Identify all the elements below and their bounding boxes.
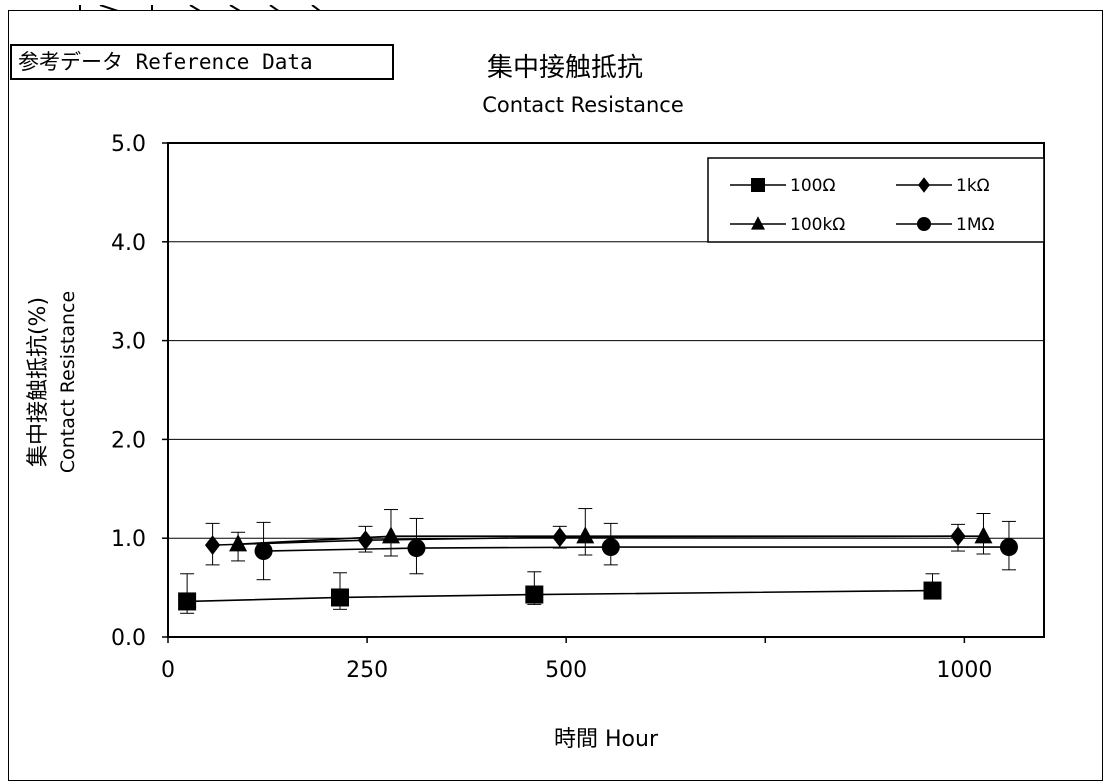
legend-marker <box>751 178 765 192</box>
data-point <box>974 526 993 544</box>
legend-label: 1kΩ <box>956 176 990 196</box>
y-axis-ticks: 0.0 1.0 2.0 3.0 4.0 5.0 <box>111 132 168 651</box>
series-circle <box>254 517 1018 581</box>
clipped-strokes <box>79 4 321 10</box>
gridlines <box>168 241 1044 539</box>
legend-label: 100Ω <box>790 176 835 196</box>
series-line <box>238 535 984 545</box>
legend-marker <box>917 217 931 231</box>
y-tick-label: 1.0 <box>111 527 146 552</box>
y-tick-label: 5.0 <box>111 132 146 157</box>
reference-data-badge: 参考データ Reference Data <box>10 44 394 80</box>
x-tick-label: 0 <box>161 658 175 683</box>
top-clipped-text <box>60 0 360 10</box>
legend-label: 1MΩ <box>956 215 994 235</box>
y-axis-title-english: Contact Resistance <box>57 291 79 473</box>
data-point <box>407 539 426 558</box>
y-tick-label: 3.0 <box>111 330 146 355</box>
series-diamond <box>204 522 966 566</box>
x-axis-ticks: 0 250 500 1000 <box>161 637 992 683</box>
y-tick-label: 4.0 <box>111 231 146 256</box>
y-tick-label: 2.0 <box>111 428 146 453</box>
data-point <box>229 534 248 552</box>
x-tick-label: 1000 <box>936 658 992 683</box>
data-point <box>357 530 374 551</box>
data-point <box>331 588 350 607</box>
x-tick-label: 250 <box>346 658 388 683</box>
y-axis-title: 集中接触抵抗(%) <box>26 297 51 467</box>
legend-marker <box>751 216 765 230</box>
data-point <box>525 585 544 604</box>
chart-title: 集中接触抵抗 <box>487 53 643 83</box>
legend: 100Ω 1kΩ 100kΩ 1MΩ <box>707 157 1045 243</box>
data-point <box>178 592 197 611</box>
data-point <box>999 538 1018 557</box>
data-point <box>923 581 942 600</box>
data-point <box>254 542 273 561</box>
legend-marker <box>918 177 930 193</box>
series-line <box>263 546 1009 552</box>
y-tick-label: 0.0 <box>111 626 146 651</box>
data-point <box>552 527 568 548</box>
x-axis-title: 時間 Hour <box>554 727 659 752</box>
chart-frame <box>8 10 1103 781</box>
data-point <box>381 526 400 544</box>
plot-area <box>167 142 1045 638</box>
data-point <box>576 526 595 544</box>
data-point <box>204 535 221 556</box>
series-line <box>187 589 933 603</box>
legend-label: 100kΩ <box>790 215 845 235</box>
data-point <box>601 538 620 557</box>
x-tick-label: 500 <box>545 658 587 683</box>
chart-subtitle: Contact Resistance <box>482 93 684 117</box>
series-layer <box>178 508 1018 614</box>
series-square <box>178 571 942 614</box>
